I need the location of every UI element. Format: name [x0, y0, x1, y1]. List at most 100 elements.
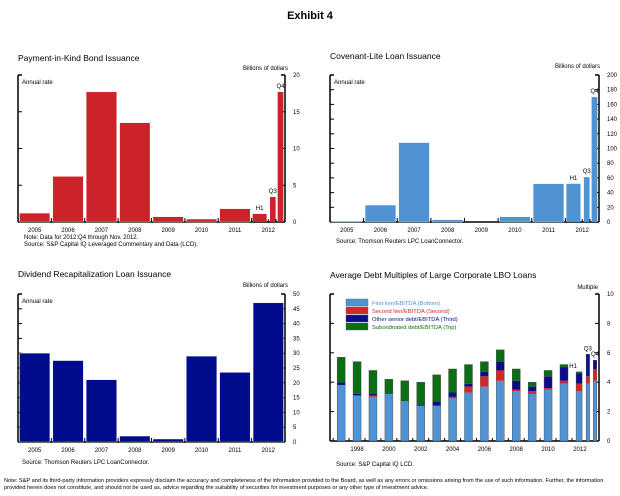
x-tick-label: 2010 [508, 228, 522, 234]
y-tick-label: 15 [293, 396, 300, 402]
bar [52, 176, 84, 223]
bar-outline [585, 354, 590, 442]
bar-segment [586, 354, 590, 377]
bar-segment [559, 380, 568, 384]
y-tick-label: 2 [607, 410, 611, 416]
bar-segment [368, 393, 377, 396]
y-tick-label: 10 [607, 292, 614, 298]
bar [269, 197, 276, 222]
x-tick-label: 2004 [446, 447, 460, 453]
bar-segment [586, 376, 590, 384]
bar [533, 183, 565, 223]
bar-segment [368, 396, 377, 441]
bar [19, 213, 51, 223]
bar [186, 218, 217, 223]
x-tick-label: 2011 [542, 228, 556, 234]
bar [86, 379, 117, 443]
chart-title: Covenant-Lite Loan Issuance [330, 51, 441, 61]
bar-segment [496, 380, 505, 441]
bar [566, 183, 581, 222]
x-tick-label: 2011 [228, 448, 242, 454]
annotation-label: Annual rate [334, 80, 365, 86]
x-tick-label: 2010 [195, 228, 209, 234]
bar-segment [400, 401, 409, 441]
x-tick-label: 2009 [162, 228, 176, 234]
x-tick-label: 2008 [128, 448, 142, 454]
bar-segment [528, 382, 537, 387]
bar [277, 91, 284, 222]
bar-tag-label: Q3 [583, 169, 592, 175]
bar-outline [352, 361, 362, 442]
bar-segment [448, 392, 457, 397]
bar-segment [448, 398, 457, 441]
bar [499, 216, 531, 223]
legend-swatch [345, 298, 369, 307]
chart-source: Source: S&P Capital IQ LCD. [336, 462, 414, 468]
bar [219, 208, 251, 223]
y-tick-label: 10 [293, 410, 300, 416]
bar-tag-label: Q4 [591, 352, 600, 358]
bar-outline [368, 370, 378, 442]
y-tick-label: 4 [607, 380, 611, 386]
annotation-label: Annual rate [22, 80, 53, 86]
bar-outline [512, 368, 521, 442]
chart-source: Source: Thomson Reuters LPC LoanConnecto… [22, 460, 150, 466]
bar [252, 302, 284, 443]
bar [19, 353, 51, 443]
y-tick-label: 40 [607, 191, 614, 197]
chart-divrecap: 0 5 10 15 20 25 30 35 40 45 50 Annual rate 2005 2006 2… [17, 292, 300, 454]
x-tick-label: 2005 [28, 228, 42, 234]
bar-outline [400, 380, 410, 442]
y-tick-label: 0 [607, 439, 611, 445]
legend-label: Second lien/EBITDA (Second) [372, 309, 450, 315]
legend-label: First lien/EBITDA (Bottom) [372, 301, 440, 307]
bar-segment [400, 380, 409, 402]
bar-segment [353, 393, 362, 396]
bar-segment [544, 376, 553, 389]
y-tick-label: 200 [607, 73, 618, 79]
y-tick-label: 0 [293, 220, 297, 226]
bar-outline [464, 364, 473, 442]
x-tick-label: 1998 [350, 447, 364, 453]
legend-swatch [345, 322, 369, 331]
y-tick-label: 80 [607, 161, 614, 167]
x-tick-label: 2006 [478, 447, 492, 453]
bar-outline [336, 357, 346, 442]
bar [119, 122, 151, 223]
bar-segment [464, 386, 473, 393]
bar-segment [512, 380, 521, 390]
bar-segment [559, 364, 568, 368]
bar-segment [544, 389, 553, 441]
x-tick-label: 2007 [95, 448, 109, 454]
chart-title: Payment-in-Kind Bond Issuance [18, 53, 140, 63]
bar-segment [559, 383, 568, 441]
exhibit-title: Exhibit 4 [287, 10, 333, 22]
bar-segment [464, 383, 473, 387]
legend-label: Other senior debt/EBITDA (Third) [372, 317, 458, 323]
x-tick-label: 2006 [374, 228, 388, 234]
bar-segment [576, 373, 583, 384]
bar-outline [559, 364, 569, 442]
x-tick-label: 2010 [541, 447, 555, 453]
bar-segment [593, 360, 597, 369]
x-tick-label: 2010 [195, 448, 209, 454]
bar [432, 219, 464, 223]
bar [591, 97, 598, 222]
bar-outline [432, 374, 441, 442]
y-axis-unit: Multiple [577, 285, 598, 291]
chart-lbo: 0 2 4 6 8 10 1998 2000 2002 2004 2006 2008 2010 2012 H… [329, 292, 614, 453]
y-tick-label: 6 [607, 351, 611, 357]
bar-segment [544, 388, 553, 390]
y-tick-label: 35 [293, 336, 300, 342]
x-tick-label: 2009 [162, 448, 176, 454]
y-tick-label: 50 [293, 292, 300, 298]
chart-note: Note: Data for 2012:Q4 through Nov. 2012… [24, 235, 139, 241]
y-tick-label: 25 [293, 366, 300, 372]
x-tick-label: 2006 [61, 448, 75, 454]
panel-pik: Payment-in-Kind Bond Issuance Billions o… [0, 40, 310, 250]
x-tick-label: 2012 [573, 447, 587, 453]
bar-segment [593, 380, 597, 441]
x-tick-label: 2005 [340, 228, 354, 234]
bar-segment [464, 364, 473, 384]
bar [152, 438, 184, 443]
